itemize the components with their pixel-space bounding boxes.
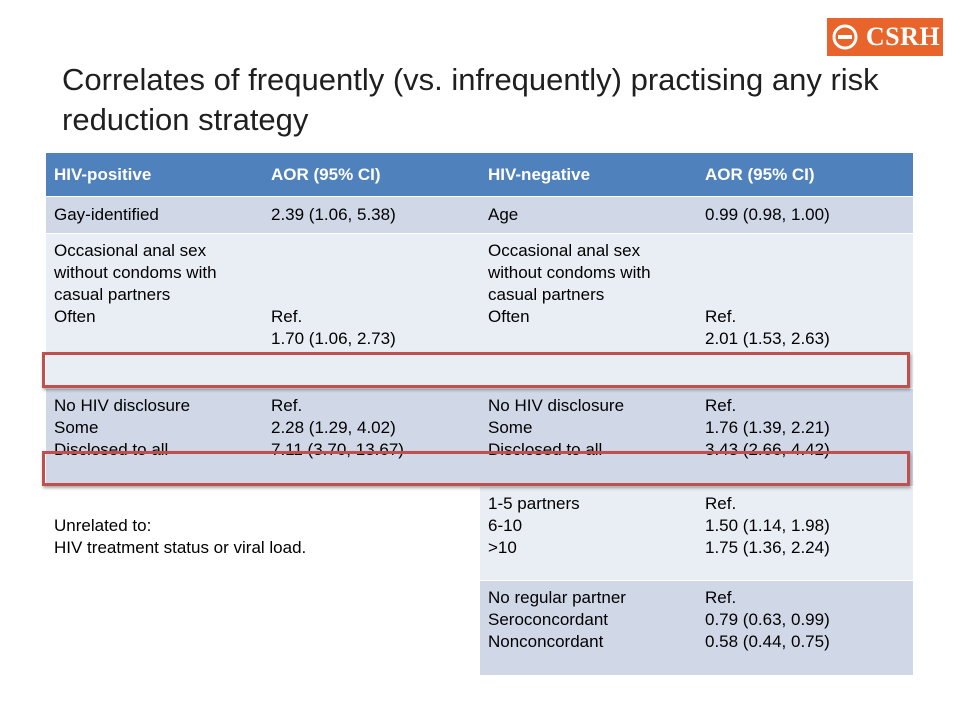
table-cell: No regular partner Seroconcordant Noncon…	[480, 581, 697, 675]
logo-text: CSRH	[863, 18, 943, 56]
table-cell: 1-5 partners 6-10 >10	[480, 487, 697, 580]
table-cell: Ref. 1.50 (1.14, 1.98) 1.75 (1.36, 2.24)	[697, 487, 913, 580]
highlight-disclosed-row	[42, 451, 910, 486]
highlight-often-row	[42, 352, 910, 388]
table-cell: No HIV disclosure Some Disclosed to all	[480, 389, 697, 486]
table-cell: Age	[480, 197, 697, 233]
table-cell: Ref. 1.76 (1.39, 2.21) 3.43 (2.66, 4.42)	[697, 389, 913, 486]
table-cell: Ref. 2.01 (1.53, 2.63)	[697, 234, 913, 388]
slide-title: Correlates of frequently (vs. infrequent…	[62, 62, 879, 137]
table-cell: Ref. 2.28 (1.29, 4.02) 7.11 (3.70, 13.67…	[263, 389, 480, 486]
header-hiv-positive: HIV-positive	[46, 153, 263, 196]
header-aor-negative: AOR (95% CI)	[697, 153, 913, 196]
table-cell: Occasional anal sex without condoms with…	[480, 234, 697, 388]
table-cell-note: Unrelated to: HIV treatment status or vi…	[46, 487, 480, 580]
table-cell: 0.99 (0.98, 1.00)	[697, 197, 913, 233]
table-cell: Ref. 0.79 (0.63, 0.99) 0.58 (0.44, 0.75)	[697, 581, 913, 675]
csrh-logo: CSRH	[827, 18, 943, 56]
header-hiv-negative: HIV-negative	[480, 153, 697, 196]
table-cell: Occasional anal sex without condoms with…	[46, 234, 263, 388]
table-cell: Gay-identified	[46, 197, 263, 233]
table-cell: No HIV disclosure Some Disclosed to all	[46, 389, 263, 486]
header-aor-positive: AOR (95% CI)	[263, 153, 480, 196]
table-cell: 2.39 (1.06, 5.38)	[263, 197, 480, 233]
logo-circle-icon	[827, 18, 863, 56]
table-cell: Ref. 1.70 (1.06, 2.73)	[263, 234, 480, 388]
